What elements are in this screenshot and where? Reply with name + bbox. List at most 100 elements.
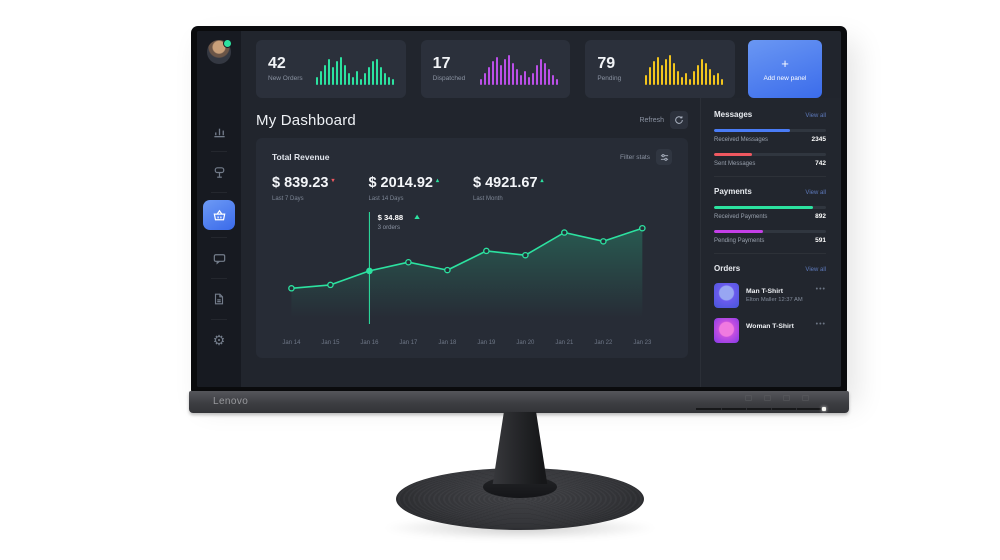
payments-view-all-link[interactable]: View all: [805, 190, 826, 196]
sparkline-dispatched: [480, 53, 559, 85]
revenue-figures: $ 839.23 ▾ Last 7 Days $ 2014.92 ▴ Last 14…: [272, 176, 672, 202]
add-new-panel-button[interactable]: + Add new panel: [748, 40, 822, 98]
revenue-figure-7d: $ 839.23 ▾ Last 7 Days: [272, 176, 334, 202]
settings-nav-item[interactable]: ⚙: [197, 325, 241, 355]
divider: [211, 151, 227, 152]
osd-menu-button: [764, 395, 771, 401]
meter-fill-pending-payments: [714, 230, 764, 233]
user-avatar[interactable]: [207, 39, 232, 64]
meter-track: [714, 129, 826, 132]
sparkline-new-orders: [315, 53, 394, 85]
promotions-nav-item[interactable]: [197, 157, 241, 187]
chat-bubble-icon: [213, 253, 225, 264]
revenue-title: Total Revenue: [272, 152, 330, 162]
x-axis-label: Jan 23: [633, 339, 652, 346]
sparkline-pending: [645, 53, 724, 85]
stat-card-new-orders: 42 New Orders: [256, 40, 406, 98]
revenue-line-chart: $ 34.88 3 orders Jan 14 Jan 15 Jan 16 Jan 17…: [272, 206, 672, 349]
meter-label: Pending Payments: [714, 237, 765, 244]
total-revenue-card: Total Revenue Filter stats: [256, 138, 688, 358]
order-thumbnail-woman-tshirt: [714, 318, 739, 343]
stat-value: 42: [268, 55, 286, 72]
bar-chart-icon: [213, 128, 225, 137]
revenue-amount: $ 839.23: [272, 175, 329, 191]
stats-nav-item[interactable]: [197, 116, 241, 146]
refresh-icon: [675, 116, 683, 124]
line-chart-svg: $ 34.88 3 orders: [288, 211, 646, 324]
order-thumbnail-man-tshirt: [714, 283, 739, 308]
monitor-bezel: ⚙ 42 New Orders: [191, 26, 847, 393]
documents-nav-item[interactable]: [197, 284, 241, 314]
stand-neck: [492, 412, 548, 484]
x-axis-label: Jan 20: [516, 339, 535, 346]
meter-value: 742: [815, 160, 826, 167]
signpost-icon: [214, 166, 224, 178]
meter-value: 2345: [811, 136, 826, 143]
order-name: Man T-Shirt: [746, 288, 784, 295]
revenue-period: Last Month: [473, 195, 503, 202]
trend-icon: ▴: [435, 178, 439, 184]
stat-value: 17: [432, 55, 451, 72]
osd-brightness-button: [783, 395, 790, 401]
filter-sliders-icon: [660, 153, 668, 161]
meter-label: Received Payments: [714, 213, 768, 220]
order-list-item[interactable]: Woman T-Shirt •••: [714, 318, 826, 343]
revenue-amount: $ 4921.67: [473, 175, 538, 191]
divider: [211, 319, 227, 320]
stat-label: Dispatched: [432, 75, 466, 82]
meter-fill-received-messages: [714, 129, 791, 132]
divider: [714, 176, 826, 177]
meter-fill-received-payments: [714, 206, 813, 209]
divider: [211, 278, 227, 279]
chat-nav-item[interactable]: [197, 243, 241, 273]
section-title-orders: Orders: [714, 264, 741, 273]
meter-fill-sent-messages: [714, 153, 753, 156]
section-title-payments: Payments: [714, 187, 752, 196]
filter-stats-button[interactable]: [656, 149, 672, 165]
osd-buttons: [745, 395, 809, 401]
x-axis-label: Jan 22: [594, 339, 613, 346]
trend-icon: ▾: [331, 178, 335, 184]
orders-nav-item-active[interactable]: [203, 200, 235, 230]
document-icon: [214, 293, 224, 305]
order-list-item[interactable]: Man T-Shirt Elton Maller 12:37 AM •••: [714, 283, 826, 308]
x-axis-label: Jan 16: [360, 339, 379, 346]
meter-label: Sent Messages: [714, 160, 756, 167]
stat-card-dispatched: 17 Dispatched: [420, 40, 571, 98]
osd-input-button: [745, 395, 752, 401]
order-menu-icon[interactable]: •••: [815, 321, 826, 328]
x-axis-label: Jan 17: [399, 339, 418, 346]
orders-view-all-link[interactable]: View all: [805, 267, 826, 273]
x-axis-label: Jan 15: [321, 339, 340, 346]
revenue-figure-month: $ 4921.67 ▴ Last Month: [473, 176, 544, 202]
meter-value: 591: [815, 237, 826, 244]
page-title: My Dashboard: [256, 111, 356, 129]
x-axis-label: Jan 19: [477, 339, 496, 346]
revenue-period: Last 7 Days: [272, 195, 304, 202]
stat-value: 79: [597, 55, 616, 72]
x-axis-label: Jan 14: [282, 339, 301, 346]
divider: [211, 237, 227, 238]
meter-track: [714, 153, 826, 156]
revenue-period: Last 14 Days: [368, 195, 404, 202]
plus-icon: +: [781, 55, 789, 71]
order-menu-icon[interactable]: •••: [815, 286, 826, 293]
revenue-amount: $ 2014.92: [368, 175, 433, 191]
osd-exit-button: [802, 395, 809, 401]
filter-stats-label: Filter stats: [620, 153, 650, 161]
x-axis-labels: Jan 14 Jan 15 Jan 16 Jan 17 Jan 18 Jan 19 Jan …: [272, 340, 672, 349]
online-status-dot: [223, 39, 232, 48]
meter-track: [714, 230, 826, 233]
lenovo-logo: Lenovo: [213, 396, 249, 407]
gear-icon: ⚙: [212, 332, 226, 348]
power-led: [822, 407, 826, 411]
x-axis-label: Jan 21: [555, 339, 574, 346]
top-stats-row: 42 New Orders 17 Dispatched: [256, 40, 822, 98]
left-nav-rail: ⚙: [197, 31, 241, 387]
svg-text:$ 34.88: $ 34.88: [378, 213, 404, 222]
messages-view-all-link[interactable]: View all: [805, 113, 826, 119]
stat-label: New Orders: [268, 75, 303, 82]
screen: ⚙ 42 New Orders: [197, 31, 841, 387]
refresh-button[interactable]: [670, 111, 688, 129]
